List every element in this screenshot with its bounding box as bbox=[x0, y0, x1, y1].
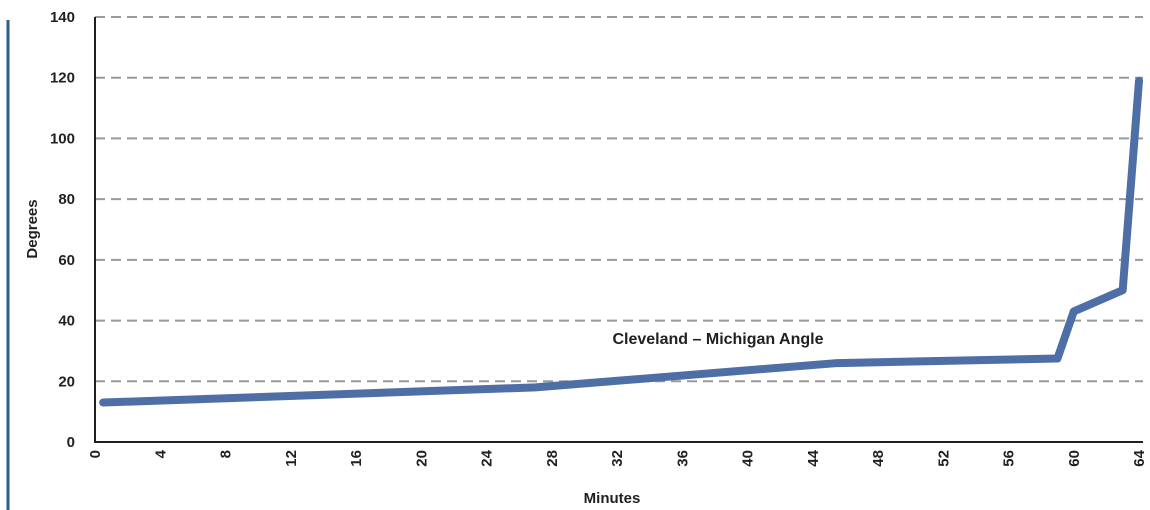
x-tick-label: 64 bbox=[1131, 449, 1148, 466]
x-tick-label: 52 bbox=[935, 450, 952, 467]
x-tick-label: 32 bbox=[609, 450, 626, 467]
x-axis-label: Minutes bbox=[584, 490, 641, 507]
y-axis-label: Degrees bbox=[24, 199, 41, 258]
grid-lines bbox=[95, 16, 1143, 383]
y-tick-label: 60 bbox=[58, 252, 75, 269]
x-tick-label: 8 bbox=[218, 450, 235, 458]
x-tick-label: 40 bbox=[740, 450, 757, 467]
x-tick-label: 36 bbox=[674, 450, 691, 467]
y-tick-label: 100 bbox=[50, 130, 75, 147]
x-tick-label: 24 bbox=[479, 449, 496, 466]
y-tick-label: 40 bbox=[58, 313, 75, 330]
y-tick-label: 80 bbox=[58, 191, 75, 208]
y-tick-label: 140 bbox=[50, 9, 75, 26]
series-group bbox=[99, 76, 1143, 407]
y-tick-label: 20 bbox=[58, 373, 75, 390]
axes bbox=[94, 17, 1143, 443]
x-tick-label: 0 bbox=[87, 450, 104, 458]
y-tick-label: 120 bbox=[50, 70, 75, 87]
x-tick-label: 12 bbox=[283, 450, 300, 467]
x-tick-label: 16 bbox=[348, 450, 365, 467]
series-line bbox=[99, 76, 1143, 407]
x-tick-label: 48 bbox=[870, 450, 887, 467]
x-tick-label: 28 bbox=[544, 450, 561, 467]
x-tick-label: 56 bbox=[1001, 450, 1018, 467]
y-tick-labels: 0 20 40 60 80 100 120 140 bbox=[50, 9, 75, 451]
x-tick-labels: 0 4 8 12 16 20 24 28 32 36 40 44 48 52 56 60 64 bbox=[87, 449, 1148, 466]
chart-annotation: Cleveland – Michigan Angle bbox=[612, 331, 823, 348]
x-tick-label: 60 bbox=[1066, 450, 1083, 467]
x-tick-label: 4 bbox=[152, 449, 169, 458]
x-tick-label: 44 bbox=[805, 449, 822, 466]
x-tick-label: 20 bbox=[413, 450, 430, 467]
y-tick-label: 0 bbox=[67, 434, 75, 451]
